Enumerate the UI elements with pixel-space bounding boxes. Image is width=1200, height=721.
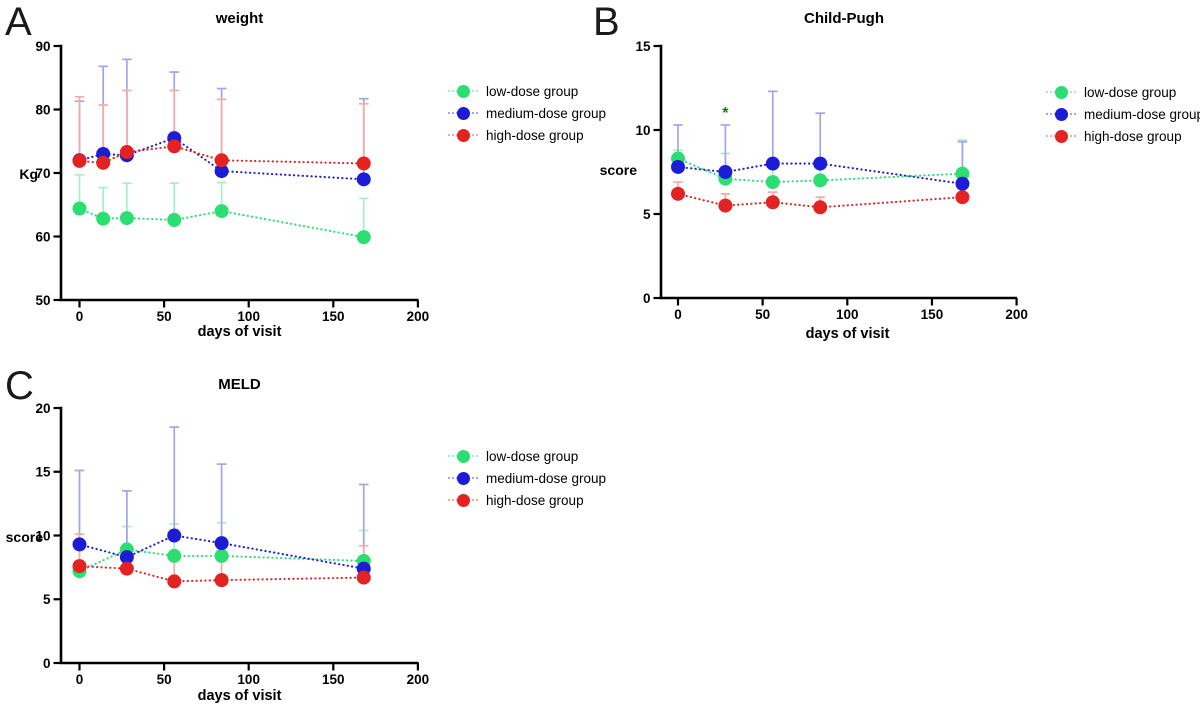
legend-marker-icon: [448, 449, 478, 463]
chart-a: 50 60 70 80 90 0 50 100 150 200: [35, 39, 429, 324]
panel-letter-c: C: [5, 364, 34, 408]
legend-dot-icon: [1054, 85, 1068, 99]
legend-c: low-dose group medium-dose group high-dose…: [448, 445, 606, 511]
x-axis-label-c: days of visit: [197, 688, 282, 704]
legend-item: medium-dose group: [448, 102, 606, 124]
svg-text:50: 50: [157, 672, 172, 687]
legend-item: low-dose group: [448, 80, 606, 102]
svg-text:10: 10: [635, 123, 650, 138]
svg-text:90: 90: [35, 39, 50, 54]
legend-item: high-dose group: [1046, 125, 1200, 147]
legend-marker-icon: [448, 128, 478, 142]
legend-dot-icon: [456, 493, 470, 507]
legend-a: low-dose group medium-dose group high-dose…: [448, 80, 606, 146]
svg-text:150: 150: [322, 309, 345, 324]
svg-text:5: 5: [643, 207, 651, 222]
legend-dot-icon: [1054, 107, 1068, 121]
svg-text:*: *: [722, 105, 729, 122]
x-axis-label-b: days of visit: [805, 326, 890, 342]
legend-dot-icon: [456, 449, 470, 463]
y-axis-label-a: Kg: [19, 166, 38, 182]
svg-text:100: 100: [237, 309, 260, 324]
svg-text:100: 100: [237, 672, 260, 687]
y-axis-label-c: score: [5, 529, 43, 545]
legend-marker-icon: [448, 493, 478, 507]
svg-text:0: 0: [43, 656, 51, 671]
legend-label: high-dose group: [486, 492, 584, 508]
svg-text:15: 15: [635, 39, 651, 54]
legend-marker-icon: [1046, 129, 1076, 143]
legend-dot-icon: [1054, 129, 1068, 143]
svg-text:200: 200: [407, 672, 430, 687]
legend-label: low-dose group: [486, 448, 579, 464]
legend-label: low-dose group: [486, 83, 579, 99]
svg-text:0: 0: [76, 309, 84, 324]
svg-text:0: 0: [674, 307, 682, 322]
legend-item: high-dose group: [448, 124, 606, 146]
svg-text:5: 5: [43, 592, 51, 607]
legend-label: medium-dose group: [1084, 106, 1200, 122]
svg-text:50: 50: [35, 293, 50, 308]
svg-text:50: 50: [755, 307, 770, 322]
legend-label: high-dose group: [486, 127, 584, 143]
panel-letter-b: B: [593, 0, 620, 44]
legend-item: high-dose group: [448, 489, 606, 511]
svg-text:200: 200: [1005, 307, 1028, 322]
legend-marker-icon: [448, 471, 478, 485]
chart-title-weight: weight: [215, 10, 264, 27]
svg-text:150: 150: [921, 307, 944, 322]
svg-text:150: 150: [322, 672, 345, 687]
svg-text:50: 50: [157, 309, 172, 324]
legend-b: low-dose group medium-dose group high-dose…: [1046, 81, 1200, 147]
svg-text:70: 70: [35, 166, 50, 181]
legend-dot-icon: [456, 128, 470, 142]
legend-marker-icon: [1046, 85, 1076, 99]
panel-letter-a: A: [5, 0, 32, 44]
chart-title-meld: MELD: [218, 376, 261, 393]
legend-marker-icon: [448, 106, 478, 120]
legend-item: low-dose group: [1046, 81, 1200, 103]
chart-title-child-pugh: Child-Pugh: [804, 10, 884, 27]
legend-item: medium-dose group: [448, 467, 606, 489]
svg-text:15: 15: [35, 465, 51, 480]
legend-label: low-dose group: [1084, 84, 1177, 100]
svg-text:20: 20: [35, 401, 50, 416]
svg-text:60: 60: [35, 229, 50, 244]
svg-text:0: 0: [643, 291, 651, 306]
svg-text:10: 10: [35, 528, 50, 543]
legend-marker-icon: [1046, 107, 1076, 121]
legend-dot-icon: [456, 106, 470, 120]
legend-dot-icon: [456, 471, 470, 485]
legend-item: low-dose group: [448, 445, 606, 467]
legend-marker-icon: [448, 84, 478, 98]
svg-text:80: 80: [35, 102, 50, 117]
legend-label: high-dose group: [1084, 128, 1182, 144]
svg-text:100: 100: [836, 307, 859, 322]
legend-label: medium-dose group: [486, 105, 607, 121]
legend-dot-icon: [456, 84, 470, 98]
legend-label: medium-dose group: [486, 470, 607, 486]
x-axis-label-a: days of visit: [197, 324, 282, 340]
legend-item: medium-dose group: [1046, 103, 1200, 125]
svg-text:200: 200: [407, 309, 430, 324]
svg-text:0: 0: [76, 672, 84, 687]
y-axis-label-b: score: [599, 162, 637, 178]
